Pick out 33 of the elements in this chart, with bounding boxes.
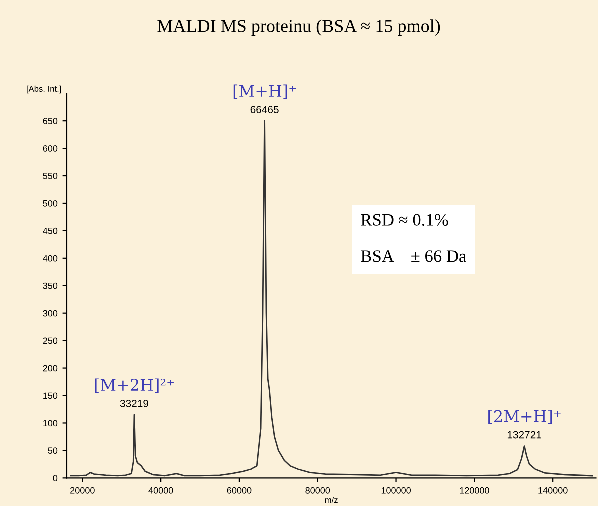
y-tick-label: 400 xyxy=(43,255,58,262)
y-tick-label: 200 xyxy=(43,365,58,372)
y-tick-label: 100 xyxy=(44,420,58,427)
y-tick-label: 550 xyxy=(43,172,58,180)
x-tick-label: 100000 xyxy=(382,487,411,494)
annotation: [M+H]⁺ xyxy=(234,84,296,100)
y-tick-label: 50 xyxy=(48,448,58,454)
annotation: RSD ≈ 0.1% xyxy=(361,214,448,226)
y-tick-label: 250 xyxy=(43,338,58,344)
x-tick-label: 40000 xyxy=(148,487,174,494)
annotation: [2M+H]⁺ xyxy=(488,410,561,424)
y-tick-label: 500 xyxy=(43,200,58,207)
y-tick-label: 350 xyxy=(43,282,58,290)
x-tick-label: 60000 xyxy=(227,487,252,494)
x-tick-label: 120000 xyxy=(460,487,490,494)
x-tick-label: 20000 xyxy=(70,487,95,494)
y-axis-title: [Abs. Int.] xyxy=(27,86,62,94)
y-tick-label: 300 xyxy=(43,310,58,317)
annotation: BSA ± 66 Da xyxy=(361,250,466,262)
y-tick-label: 450 xyxy=(43,228,58,234)
x-tick-label: 140000 xyxy=(538,487,568,494)
y-tick-label: 0 xyxy=(53,475,58,482)
x-tick-label: 80000 xyxy=(306,487,330,494)
annotation: [M+2H]²⁺ xyxy=(95,378,174,393)
annotation: 132721 xyxy=(508,431,542,439)
chart-title: MALDI MS proteinu (BSA ≈ 15 pmol) xyxy=(158,20,440,36)
annotation: 33219 xyxy=(120,400,148,408)
y-tick-label: 600 xyxy=(43,146,58,152)
annotation: 66465 xyxy=(250,106,279,114)
y-tick-label: 150 xyxy=(44,392,58,400)
x-axis-title: m/z xyxy=(325,497,338,504)
line-series xyxy=(70,120,593,477)
y-tick-label: 650 xyxy=(43,118,58,124)
